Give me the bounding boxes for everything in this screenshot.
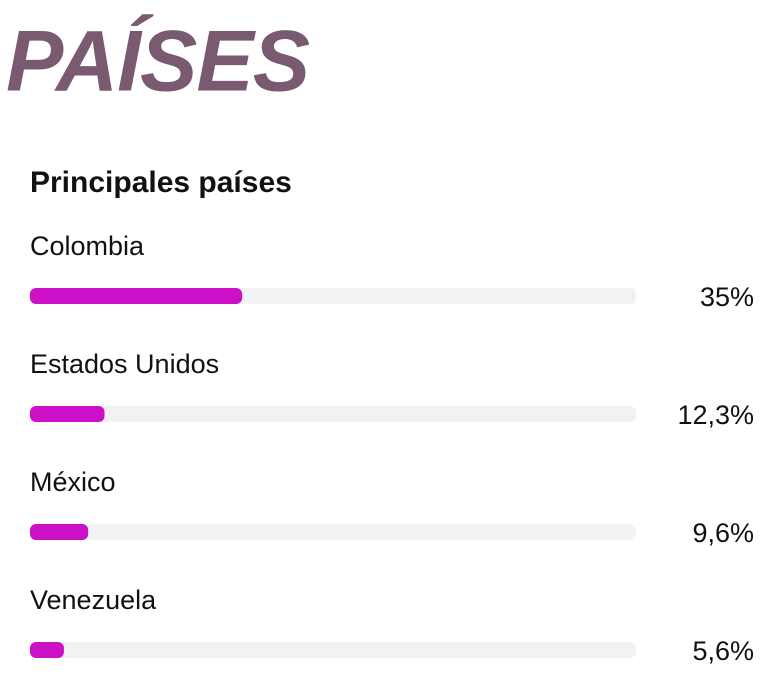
bar	[30, 642, 64, 658]
category-label: Colombia	[30, 231, 145, 261]
category-label: Estados Unidos	[30, 349, 219, 379]
bar	[30, 288, 243, 304]
value-label: 9,6%	[692, 518, 754, 548]
bar	[30, 524, 89, 540]
chart-subtitle: Principales países	[30, 166, 292, 199]
category-label: México	[30, 467, 116, 497]
bar-track	[30, 524, 636, 540]
bar-track	[30, 406, 636, 422]
bar	[30, 406, 105, 422]
category-label: Venezuela	[30, 585, 157, 615]
value-label: 12,3%	[677, 400, 754, 430]
value-label: 5,6%	[692, 636, 754, 666]
bar-track	[30, 642, 636, 658]
chart-title: PAÍSES	[6, 14, 310, 110]
value-label: 35%	[700, 282, 754, 312]
